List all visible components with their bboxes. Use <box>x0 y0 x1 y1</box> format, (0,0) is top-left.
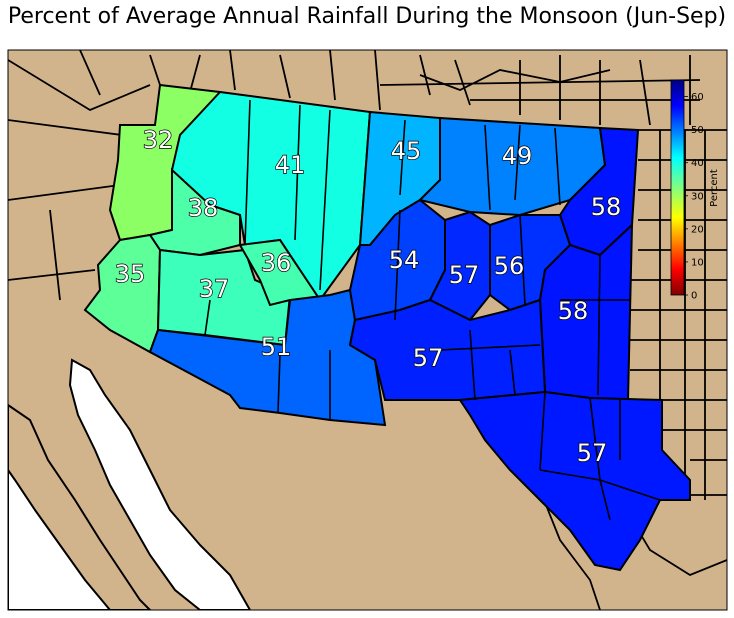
background-borders <box>8 50 727 610</box>
label-nm-northeast: 58 <box>591 193 622 221</box>
colorbar: 0 10 20 30 40 50 60 Percent <box>670 79 720 302</box>
map-frame <box>7 49 728 611</box>
label-nm-east-central: 56 <box>494 252 525 280</box>
colorbar-ticks: 0 10 20 30 40 50 60 <box>684 92 704 302</box>
label-nm-east: 58 <box>558 297 589 325</box>
region-nm-central <box>428 210 491 322</box>
colorbar-tick-label: 0 <box>691 291 697 302</box>
colorbar-gradient <box>670 79 685 296</box>
colorbar-tick-label: 60 <box>691 92 704 103</box>
colorbar-tick-label: 30 <box>691 191 704 202</box>
label-nm-northwest: 45 <box>391 137 422 165</box>
colorbar-tick-label: 50 <box>691 125 704 136</box>
region-labels: 32 41 38 35 37 36 51 45 49 58 54 57 56 5… <box>114 125 622 467</box>
colorbar-tick-label: 10 <box>691 257 704 268</box>
label-az-west: 35 <box>115 260 146 288</box>
label-nm-west-central: 54 <box>389 246 420 274</box>
region-tx-west <box>458 390 691 572</box>
region-az-west <box>83 233 162 354</box>
label-az-central: 37 <box>199 275 230 303</box>
label-nm-central: 57 <box>449 261 480 289</box>
county-lines <box>204 99 661 521</box>
label-az-south: 51 <box>261 333 292 361</box>
label-az-central-north: 38 <box>188 194 219 222</box>
colorbar-tick-label: 20 <box>691 224 704 235</box>
colorbar-tick-label: 40 <box>691 158 704 169</box>
label-nm-south: 57 <box>413 344 444 372</box>
colorbar-label: Percent <box>709 169 720 207</box>
label-nm-north-central: 49 <box>502 142 533 170</box>
label-az-northwest: 32 <box>143 126 174 154</box>
baja-peninsula <box>8 403 152 610</box>
label-az-east-central: 36 <box>261 249 292 277</box>
label-tx-west: 57 <box>577 439 608 467</box>
label-az-north-central: 41 <box>275 151 306 179</box>
map-title: Percent of Average Annual Rainfall Durin… <box>7 4 727 29</box>
